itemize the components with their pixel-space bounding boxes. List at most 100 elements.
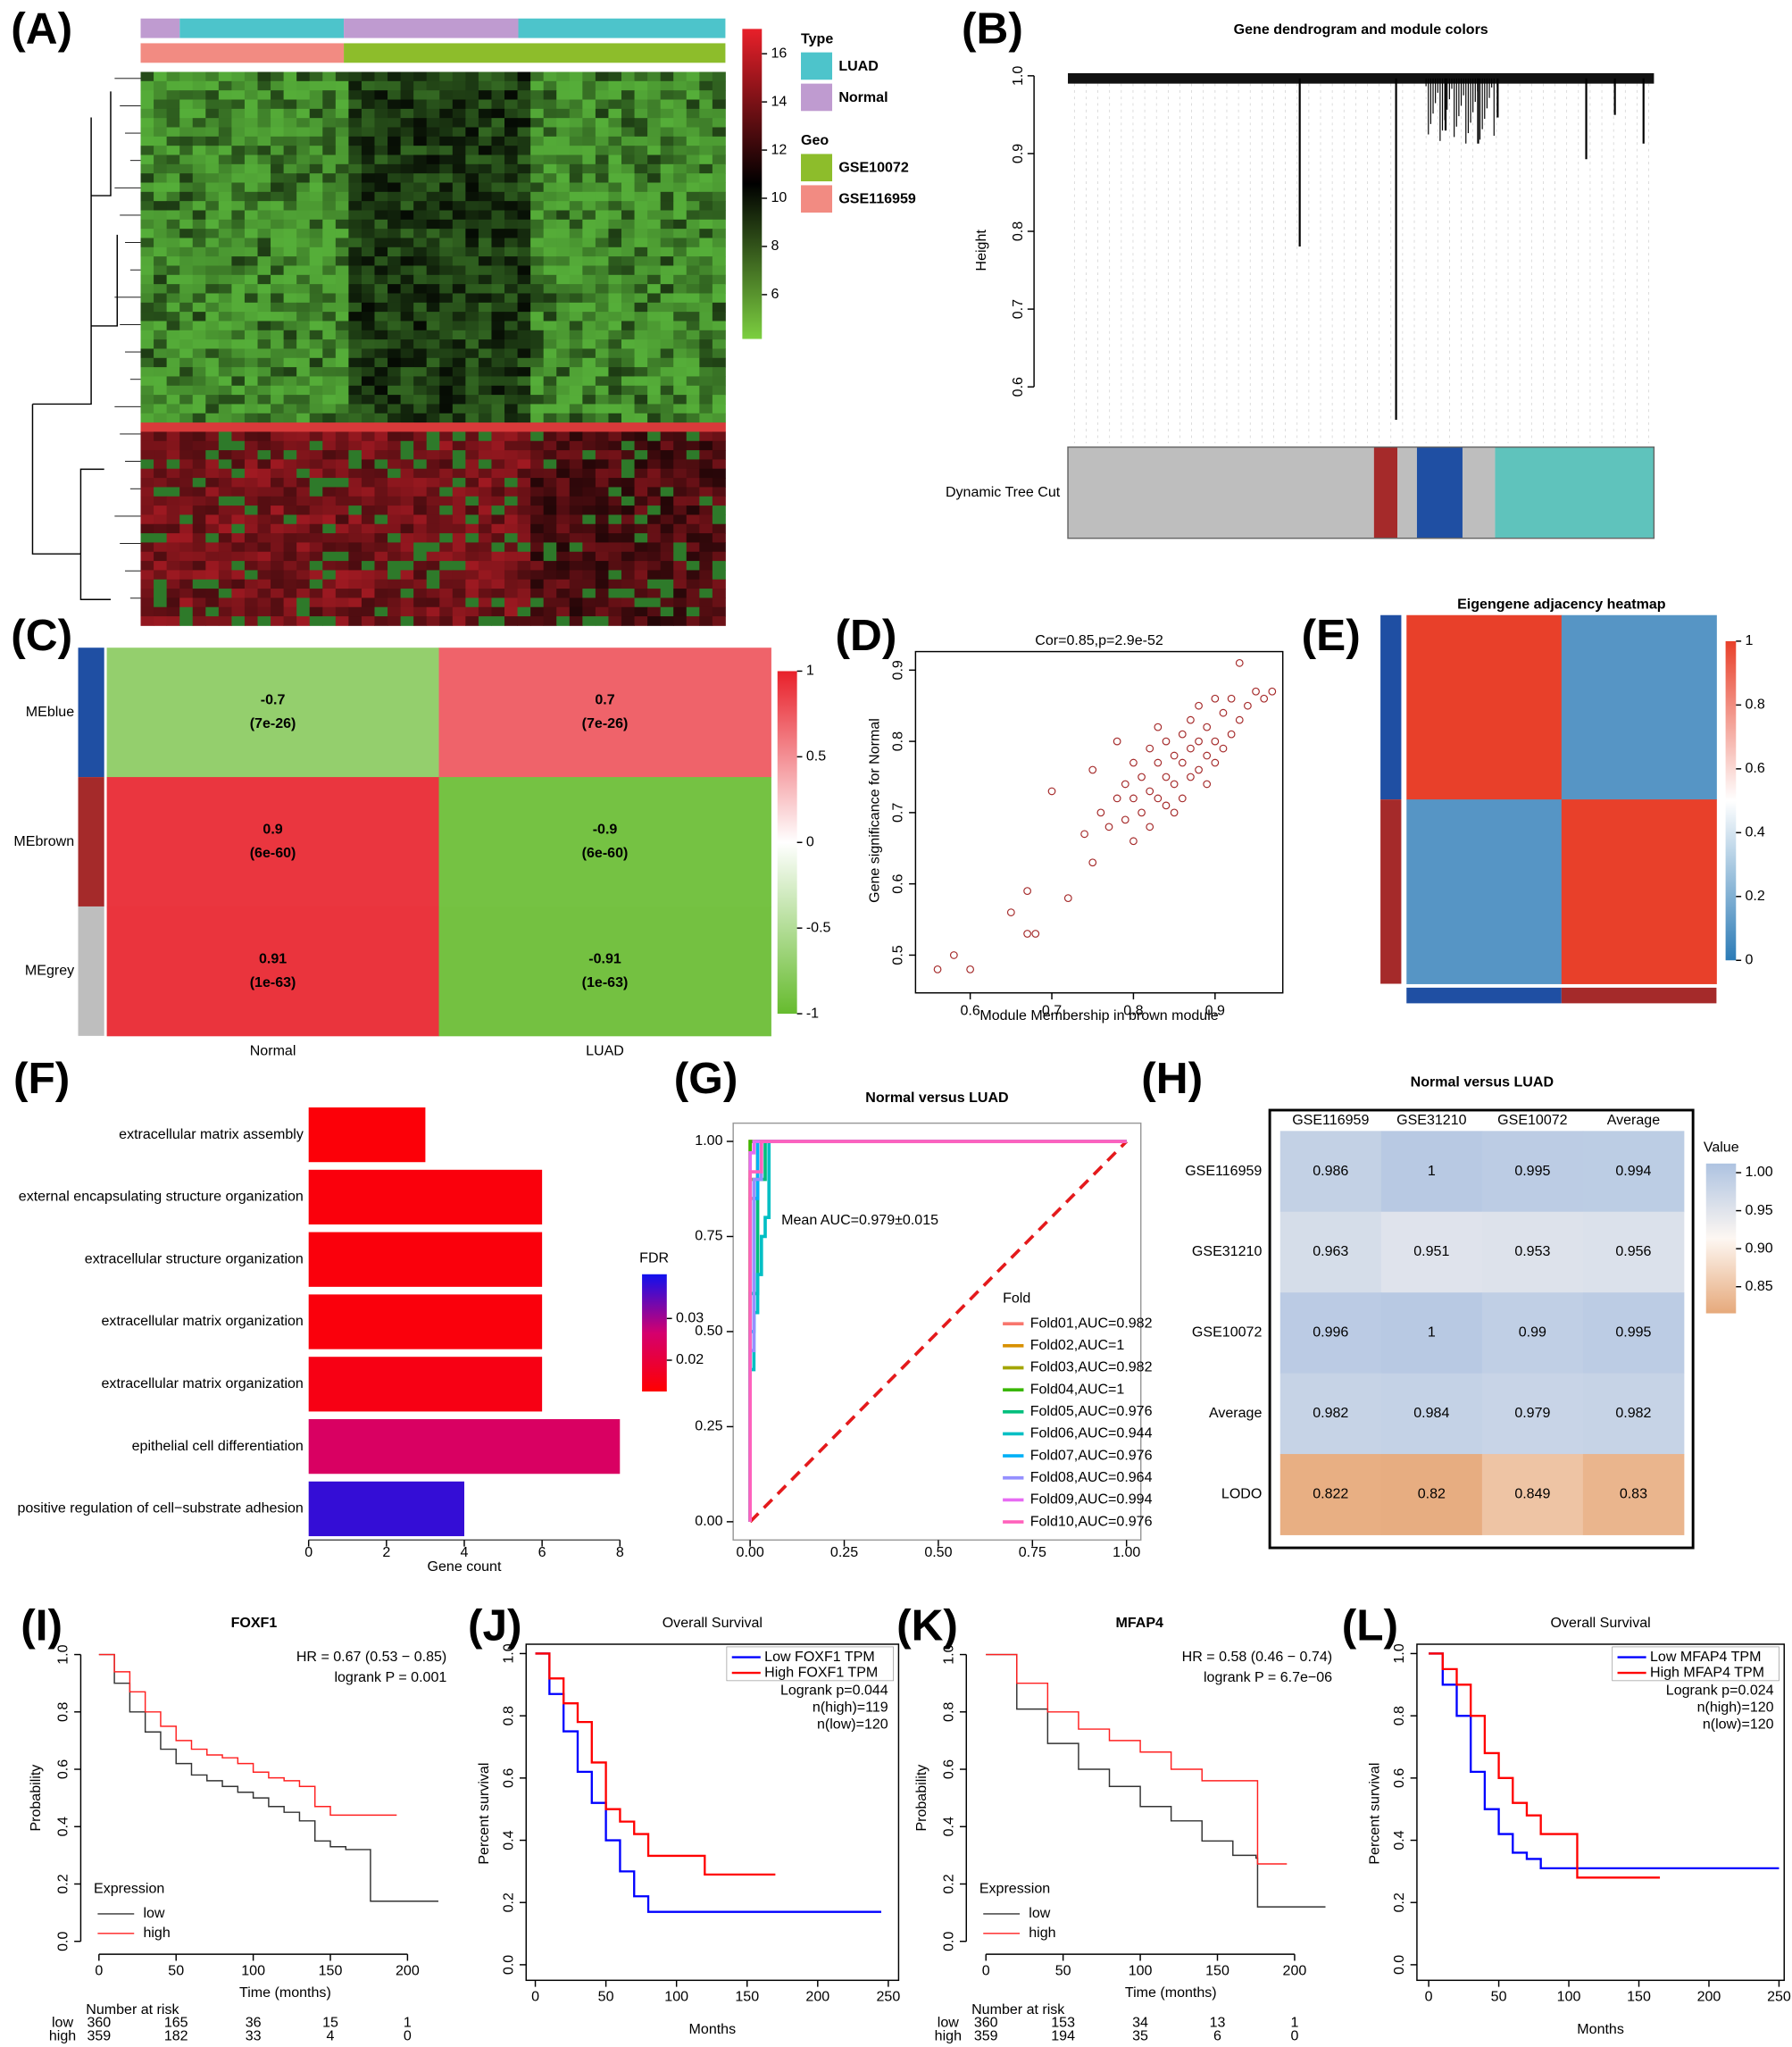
heatmap-cell: [166, 450, 180, 460]
heatmap-cell: [271, 440, 285, 451]
heatmap-cell: [595, 265, 609, 276]
point: [1006, 908, 1015, 916]
heatmap-cell: [595, 118, 609, 128]
heatmap-cell: [166, 155, 180, 165]
point: [1146, 744, 1154, 753]
heatmap-cell: [621, 606, 635, 617]
heatmap-cell: [388, 155, 402, 165]
heatmap-cell: [699, 210, 713, 221]
heatmap-cell: [439, 542, 454, 553]
heatmap-cell: [106, 906, 439, 1037]
heatmap-cell: [140, 606, 154, 617]
heatmap-cell: [244, 589, 258, 598]
heatmap-cell: [296, 321, 311, 331]
heatmap-cell: [296, 246, 311, 257]
heatmap-cell: [179, 330, 194, 340]
heatmap-cell: [218, 404, 232, 414]
heatmap-cell: [595, 173, 609, 183]
heatmap-cell: [452, 597, 466, 608]
heatmap-cell: [244, 256, 258, 266]
risk-group-label: high: [49, 2027, 76, 2043]
heatmap-cell: [257, 597, 271, 608]
heatmap-cell: [595, 210, 609, 221]
heatmap-cell: [361, 80, 375, 91]
heatmap-cell: [478, 210, 492, 221]
legend-label: high: [1029, 1925, 1055, 1941]
heatmap-cell: [504, 413, 519, 423]
plot-frame: [914, 650, 1284, 994]
heatmap-cell: [478, 376, 492, 387]
heatmap-cell: [179, 459, 194, 470]
heatmap-cell: [582, 357, 596, 368]
frame: [1268, 1108, 1695, 1550]
heatmap-cell: [621, 348, 635, 359]
heatmap-cell: [634, 376, 648, 387]
legend-title: Geo: [801, 132, 829, 148]
y-tick-label: 0.7: [890, 803, 906, 823]
heatmap-cell: [608, 496, 622, 506]
heatmap-cell: [205, 606, 220, 617]
heatmap-cell: [244, 542, 258, 553]
heatmap-cell: [673, 348, 688, 359]
heatmap-cell: [504, 163, 519, 174]
heatmap-cell: [257, 229, 271, 238]
heatmap-cell: [647, 570, 662, 581]
heatmap-cell: [348, 238, 363, 248]
heatmap-cell: [647, 551, 662, 562]
cell-value: 0.951: [1413, 1243, 1449, 1259]
heatmap-cell: [283, 570, 297, 581]
heatmap-cell: [335, 219, 349, 230]
heatmap-cell: [465, 551, 479, 562]
heatmap-cell: [491, 533, 505, 543]
track-label: Dynamic Tree Cut: [946, 484, 1061, 500]
heatmap-cell: [452, 321, 466, 331]
heatmap-cell: [686, 246, 700, 257]
heatmap-cell: [154, 127, 168, 138]
risk-group-label: low: [938, 2015, 959, 2031]
heatmap-cell: [621, 99, 635, 110]
heatmap-cell: [179, 422, 194, 432]
heatmap-cell: [244, 80, 258, 91]
heatmap-cell: [712, 468, 726, 479]
heatmap-cell: [608, 191, 622, 202]
y-tick-label: 0.0: [55, 1931, 71, 1951]
heatmap-cell: [257, 533, 271, 543]
heatmap-cell: [205, 385, 220, 396]
heatmap-cell: [348, 293, 363, 304]
heatmap-cell: [712, 542, 726, 553]
heatmap-cell: [660, 238, 674, 248]
y-tick-label: 0.8: [1010, 221, 1026, 241]
cell-value: 0.953: [1514, 1243, 1550, 1259]
heatmap-cell: [335, 450, 349, 460]
heatmap-cell: [296, 302, 311, 313]
heatmap-cell: [517, 422, 531, 432]
heatmap-cell: [621, 440, 635, 451]
heatmap-cell: [283, 284, 297, 294]
heatmap-cell: [218, 238, 232, 248]
heatmap-cell: [582, 606, 596, 617]
heatmap-cell: [530, 302, 545, 313]
x-tick-label: 250: [876, 1989, 900, 2005]
x-axis-label: Months: [1577, 2021, 1624, 2037]
y-tick-label: 0.6: [55, 1759, 71, 1779]
heatmap-cell: [608, 108, 622, 119]
heatmap-cell: [322, 570, 337, 581]
heatmap-cell: [192, 404, 206, 414]
heatmap-cell: [439, 182, 454, 193]
legend-label: Fold04,AUC=1: [1030, 1381, 1125, 1397]
heatmap-cell: [322, 163, 337, 174]
heatmap-cell: [335, 376, 349, 387]
heatmap-cell: [154, 468, 168, 479]
heatmap-cell: [335, 487, 349, 497]
heatmap-cell: [192, 357, 206, 368]
heatmap-cell: [491, 570, 505, 581]
heatmap-cell: [556, 589, 571, 598]
heatmap-cell: [205, 80, 220, 91]
heatmap-cell: [205, 413, 220, 423]
x-tick-label: 100: [1129, 1962, 1153, 1978]
heatmap-cell: [335, 551, 349, 562]
heatmap-cell: [673, 597, 688, 608]
heatmap-cell: [413, 542, 428, 553]
heatmap-cell: [271, 229, 285, 238]
heatmap-cell: [296, 450, 311, 460]
